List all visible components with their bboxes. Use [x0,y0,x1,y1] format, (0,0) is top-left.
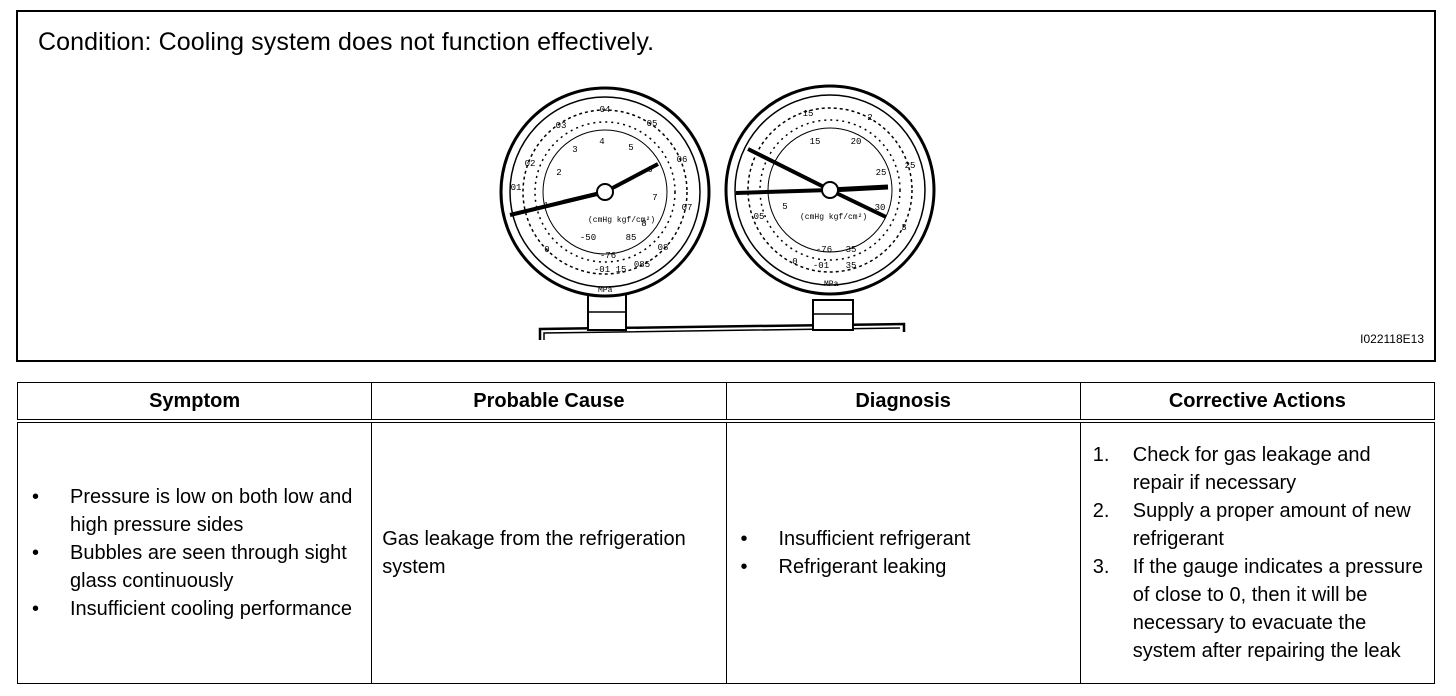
corrective-actions-cell: 1. Check for gas leakage and repair if ne… [1079,420,1436,684]
diagnosis-header: Diagnosis [725,382,1081,423]
table-header-row: Symptom Probable Cause Diagnosis Correct… [16,382,1436,423]
left-gauge-label: 07 [682,203,693,213]
table-row: • Pressure is low on both low and high pr… [16,420,1436,684]
right-gauge-label: 25 [876,168,887,178]
diagnosis-table: Symptom Probable Cause Diagnosis Correct… [16,382,1436,684]
right-gauge-label: 05 [754,212,765,222]
right-gauge-mpa: MPa [824,280,839,289]
right-gauge-label: 30 [875,203,886,213]
corrective-actions-header: Corrective Actions [1079,382,1436,423]
symptom-cell: • Pressure is low on both low and high pr… [16,420,373,684]
right-gauge-label: 25 [905,161,916,171]
left-gauge-label: -01 [594,265,610,275]
low-pressure-gauge: (cmHg kgf/cm²) MPa 01 02 03 04 05 06 07 … [499,86,711,298]
left-gauge-label: 8 [641,219,646,229]
right-gauge-needle-low [747,147,831,192]
list-item: • Insufficient refrigerant [740,528,971,550]
left-gauge-label: -50 [580,233,596,243]
gauge-figure-panel: Condition: Cooling system does not funct… [16,10,1436,362]
list-item: • Insufficient cooling performance [32,598,353,620]
right-gauge-label: 35 [846,245,857,255]
symptom-list: • Pressure is low on both low and high pr… [28,483,361,623]
right-gauge-label: -01 [813,261,829,271]
left-gauge-needle-high [604,162,659,194]
list-item: • Pressure is low on both low and high pr… [32,486,353,536]
condition-text: Condition: Cooling system does not funct… [38,28,655,56]
list-item: 3. If the gauge indicates a pressure of c… [1092,556,1423,662]
list-item: • Refrigerant leaking [740,556,947,578]
left-gauge-label: 5 [628,143,633,153]
left-gauge-label: 85 [626,233,637,243]
corrective-actions-list: 1. Check for gas leakage and repair if ne… [1091,441,1424,665]
manifold-bar [538,322,906,340]
right-gauge-hub [821,181,839,199]
list-item: • Bubbles are seen through sight glass co… [32,542,347,592]
right-gauge-label: -76 [816,245,832,255]
left-gauge-label: 05 [647,119,658,129]
right-gauge-units: (cmHg kgf/cm²) [800,213,867,222]
diagnosis-cell: • Insufficient refrigerant • Refrigerant l… [725,420,1081,684]
manifold-gauge-illustration: (cmHg kgf/cm²) MPa 01 02 03 04 05 06 07 … [499,84,936,340]
left-gauge-label: 06 [677,155,688,165]
left-gauge-label: 4 [599,137,604,147]
left-gauge-label: 085 [634,260,650,270]
right-gauge-label: 15 [810,137,821,147]
list-item: 2. Supply a proper amount of new refriger… [1092,500,1411,550]
left-gauge-label: -76 [600,251,616,261]
left-gauge-mpa: MPa [598,286,613,295]
right-gauge-label: 15 [803,109,814,119]
symptom-header: Symptom [16,382,373,423]
right-gauge-label: 5 [782,202,787,212]
right-gauge-label: 35 [846,261,857,271]
probable-cause-header: Probable Cause [371,382,727,423]
left-gauge-label: 3 [572,145,577,155]
right-gauge-needle-high [829,188,887,219]
right-gauge-label: 2 [867,113,872,123]
left-gauge-units: (cmHg kgf/cm²) [588,216,655,225]
left-gauge-label: 2 [556,168,561,178]
left-gauge-label: 08 [658,243,669,253]
right-gauge-label: 20 [851,137,862,147]
left-gauge-label: 04 [600,105,611,115]
right-gauge-label: 3 [901,223,906,233]
left-gauge-hub [596,183,614,201]
left-gauge-label: 15 [616,265,627,275]
left-gauge-label: 7 [652,193,657,203]
high-pressure-gauge: (cmHg kgf/cm²) MPa 15 2 25 3 05 0 -01 35… [724,84,936,296]
right-gauge-needle-mid [735,188,831,195]
figure-code: I022118E13 [1360,332,1424,346]
left-gauge-label: 0 [544,245,549,255]
probable-cause-cell: Gas leakage from the refrigeration syste… [371,420,727,684]
right-gauge-stem [812,299,854,331]
left-gauge-label: 03 [556,121,567,131]
diagnosis-list: • Insufficient refrigerant • Refrigerant l… [737,525,1070,581]
list-item: 1. Check for gas leakage and repair if ne… [1092,444,1371,494]
right-gauge-label: 0 [792,257,797,267]
manifold-bar-inner [543,327,901,340]
left-gauge-label: 01 [511,183,522,193]
left-gauge-label: 02 [525,159,536,169]
